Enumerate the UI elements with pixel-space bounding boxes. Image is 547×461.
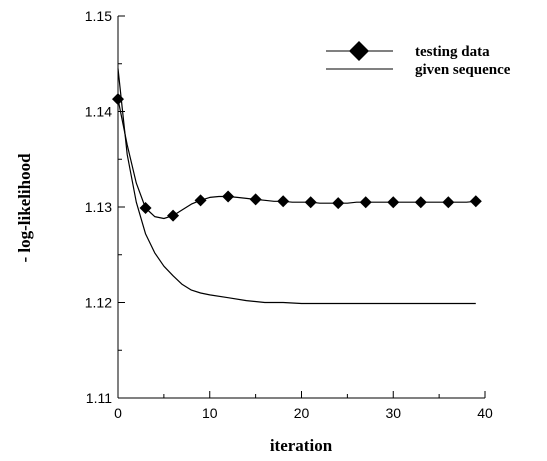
legend-label-given-sequence: given sequence [415,62,511,78]
x-tick-label: 10 [202,405,218,421]
data-point-marker [387,196,400,209]
x-axis-label: iteration [270,436,333,455]
data-point-marker [332,197,345,210]
legend: testing data given sequence [326,41,511,78]
y-axis-ticks: 1.11 1.12 1.13 1.14 1.15 [85,8,125,406]
y-axis-label: - log-likelihood [15,153,34,263]
x-axis-ticks: 0 10 20 30 40 [114,391,493,421]
series-lines [117,68,476,305]
data-point-marker [304,196,317,209]
x-tick-label: 30 [385,405,401,421]
data-point-marker [359,196,372,209]
legend-label-testing-data: testing data [415,44,490,60]
y-tick-label: 1.12 [85,295,112,311]
series-markers [112,93,482,222]
legend-marker-testing-data [349,41,369,61]
data-point-marker [414,196,427,209]
data-point-marker [277,195,290,208]
x-tick-label: 40 [477,405,493,421]
y-tick-label: 1.14 [85,104,112,120]
x-tick-label: 0 [114,405,122,421]
y-tick-label: 1.11 [86,390,112,406]
data-point-marker [167,209,180,222]
series-line-1 [117,68,476,305]
data-point-marker [469,195,482,208]
data-point-marker [194,194,207,207]
data-point-marker [139,201,152,214]
y-tick-label: 1.15 [85,8,112,24]
data-point-marker [442,196,455,209]
data-point-marker [249,193,262,206]
y-tick-label: 1.13 [85,199,112,215]
x-tick-label: 20 [294,405,310,421]
data-point-marker [222,190,235,203]
data-point-marker [112,93,124,106]
